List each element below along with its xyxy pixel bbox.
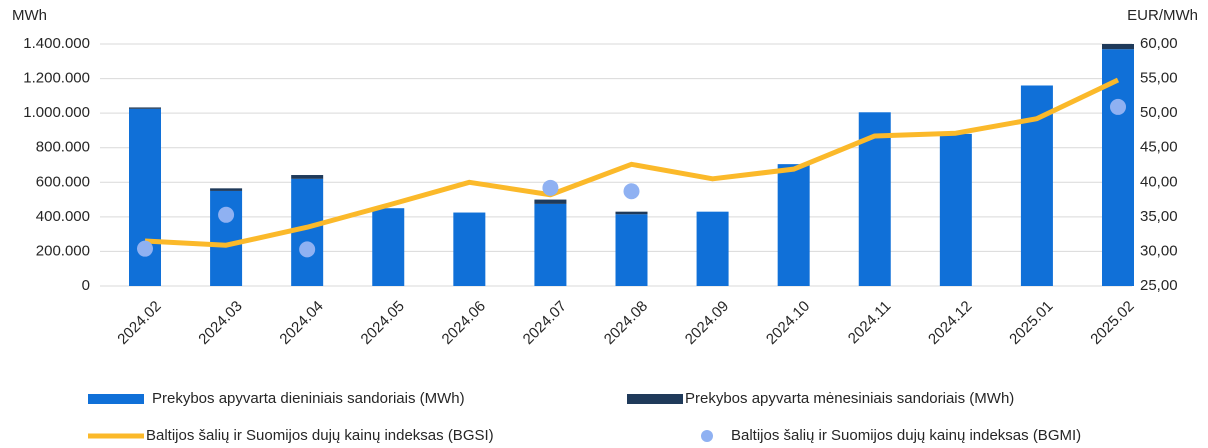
dot: [299, 241, 316, 258]
bar: [534, 199, 567, 204]
x-tick-label: 2024.08: [601, 298, 651, 348]
y-tick-label: 1.000.000: [23, 104, 90, 121]
legend: Prekybos apyvarta dieniniais sandoriais …: [88, 390, 1081, 444]
bar: [1102, 49, 1134, 286]
dot: [218, 206, 235, 223]
bar: [1102, 44, 1134, 50]
legend-label: Baltijos šalių ir Suomijos dujų kainų in…: [731, 427, 1081, 444]
legend-label: Baltijos šalių ir Suomijos dujų kainų in…: [146, 427, 494, 444]
bar: [291, 178, 324, 286]
y-tick-label: 200.000: [36, 242, 90, 259]
y2-tick-label: 55,00: [1140, 70, 1178, 87]
bar: [615, 214, 648, 286]
legend-label: Prekybos apyvarta mėnesiniais sandoriais…: [685, 390, 1014, 407]
x-tick-label: 2024.12: [925, 298, 975, 348]
x-tick-label: 2024.10: [763, 298, 813, 348]
bar: [453, 212, 486, 286]
y2-tick-label: 50,00: [1140, 104, 1178, 121]
bar: [777, 164, 810, 286]
y2-tick-label: 35,00: [1140, 208, 1178, 225]
y2-tick-label: 45,00: [1140, 139, 1178, 156]
x-tick-label: 2024.03: [195, 298, 245, 348]
legend-label: Prekybos apyvarta dieniniais sandoriais …: [152, 390, 465, 407]
x-tick-label: 2025.01: [1006, 298, 1056, 348]
y-tick-label: 800.000: [36, 139, 90, 156]
bar: [696, 211, 729, 286]
y-tick-label: 400.000: [36, 208, 90, 225]
y-tick-label: 0: [82, 277, 90, 294]
dot: [1110, 98, 1126, 115]
bar: [615, 211, 648, 215]
y2-tick-label: 25,00: [1140, 277, 1178, 294]
bar: [210, 190, 243, 286]
dot: [542, 179, 559, 196]
dot: [137, 240, 153, 257]
bar: [939, 133, 972, 286]
x-tick-label: 2024.02: [114, 298, 164, 348]
x-tick-label: 2024.06: [439, 298, 489, 348]
y2-tick-label: 30,00: [1140, 242, 1178, 259]
line: [144, 77, 1120, 248]
x-tick-label: 2024.09: [682, 298, 732, 348]
y2-tick-label: 40,00: [1140, 173, 1178, 190]
dot: [623, 183, 640, 200]
bar: [291, 175, 324, 179]
bar: [372, 208, 405, 286]
x-tick-label: 2024.07: [520, 298, 570, 348]
legend-swatch: [627, 394, 683, 404]
bar: [210, 188, 243, 191]
bar: [534, 203, 567, 286]
y2-tick-label: 60,00: [1140, 35, 1178, 52]
legend-swatch: [88, 394, 144, 404]
y-axis-title: MWh: [12, 7, 47, 24]
bar: [129, 107, 161, 109]
bar: [129, 108, 161, 286]
y-tick-label: 1.200.000: [23, 70, 90, 87]
legend-swatch: [701, 430, 713, 442]
y2-axis-title: EUR/MWh: [1127, 7, 1198, 24]
y-tick-label: 1.400.000: [23, 35, 90, 52]
x-tick-label: 2024.04: [276, 298, 326, 348]
x-tick-label: 2024.05: [358, 298, 408, 348]
x-tick-label: 2025.02: [1087, 298, 1137, 348]
y-tick-label: 600.000: [36, 173, 90, 190]
x-tick-label: 2024.11: [845, 298, 895, 348]
